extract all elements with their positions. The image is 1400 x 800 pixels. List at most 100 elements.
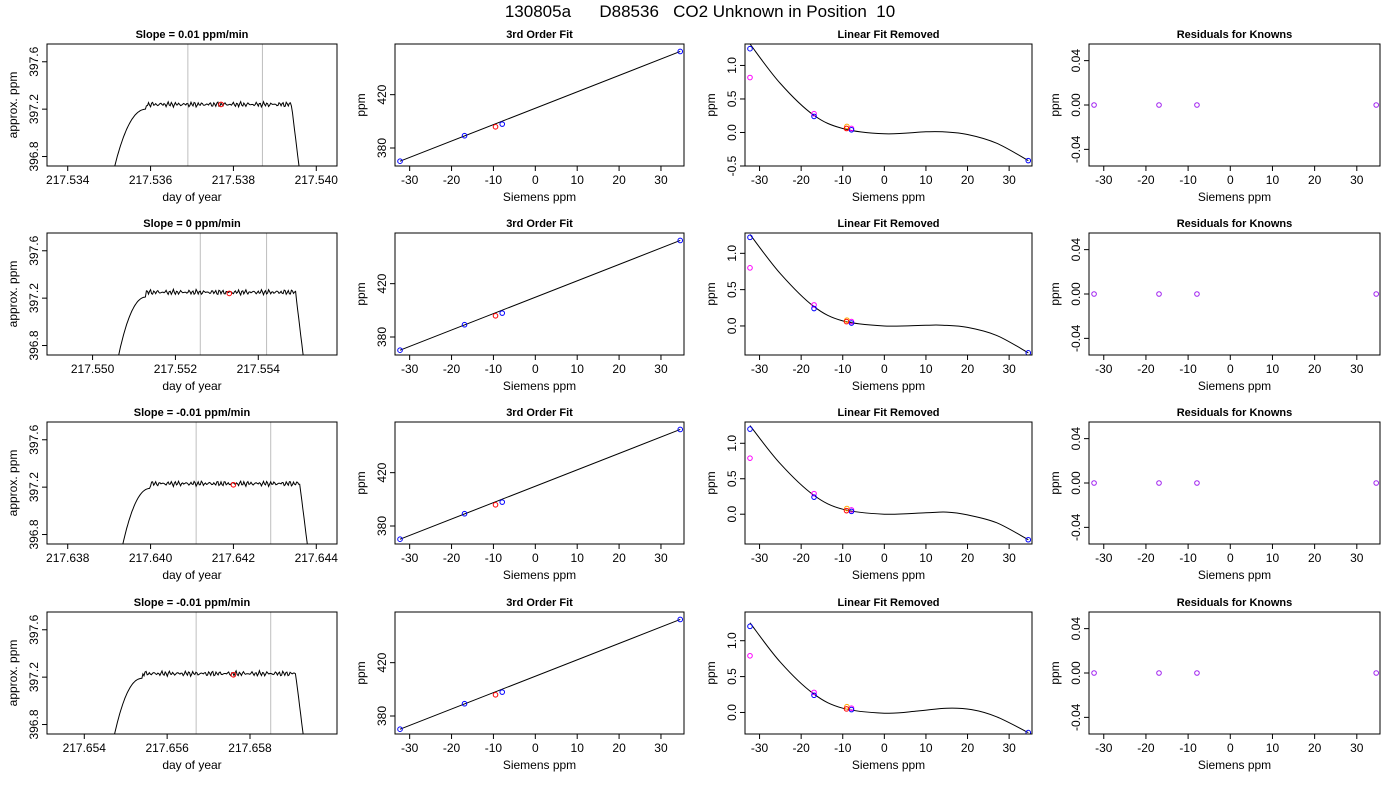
x-tick-label: -10 <box>485 741 503 755</box>
secondary-point <box>811 689 817 696</box>
y-tick-label: 0.0 <box>725 317 739 334</box>
x-tick-label: 0 <box>532 741 539 755</box>
x-tick-label: -30 <box>751 173 769 187</box>
unknown-point-alt <box>844 505 850 512</box>
residual-point <box>1091 670 1097 676</box>
panel-title: 3rd Order Fit <box>506 597 573 609</box>
unknown-point <box>492 313 499 319</box>
y-tick-label: -0.04 <box>1069 703 1083 731</box>
x-tick-label: -30 <box>1095 173 1113 187</box>
time-series-trace <box>114 669 304 734</box>
x-tick-label: -20 <box>792 741 810 755</box>
panel-title: Slope = -0.01 ppm/min <box>134 407 251 419</box>
y-axis-label: ppm <box>704 661 718 684</box>
x-tick-label: 20 <box>961 362 975 376</box>
y-tick-label: 397.6 <box>27 424 41 454</box>
x-axis-label: Siemens ppm <box>503 568 576 582</box>
x-tick-label: 10 <box>571 551 585 565</box>
x-tick-label: 30 <box>654 362 668 376</box>
y-tick-label: 380 <box>375 516 389 536</box>
x-tick-label: 0 <box>881 362 888 376</box>
x-tick-label: 20 <box>961 173 975 187</box>
panel-title: Residuals for Knowns <box>1177 597 1293 609</box>
x-tick-label: 217.656 <box>145 741 189 755</box>
x-axis-label: Siemens ppm <box>503 379 576 393</box>
y-tick-label: 420 <box>375 652 389 672</box>
known-point <box>461 132 468 139</box>
known-point <box>677 48 684 55</box>
y-tick-label: -0.04 <box>1069 513 1083 541</box>
plot-frame <box>1088 43 1381 167</box>
residual-point <box>1091 102 1097 108</box>
residual-point <box>1156 291 1162 297</box>
x-axis-label: Siemens ppm <box>1198 758 1271 772</box>
y-tick-label: 380 <box>375 706 389 726</box>
x-tick-label: 0 <box>532 362 539 376</box>
x-tick-label: 0 <box>1227 173 1234 187</box>
x-tick-label: -20 <box>443 173 461 187</box>
known-point <box>811 113 817 120</box>
plot-frame <box>744 611 1033 735</box>
x-tick-label: 20 <box>612 173 626 187</box>
y-tick-label: 0.00 <box>1069 282 1083 306</box>
residual-point <box>1373 670 1380 676</box>
known-point <box>499 689 506 695</box>
fit-line <box>399 240 681 351</box>
y-tick-label: 397.2 <box>27 283 41 313</box>
x-axis-label: Siemens ppm <box>1198 379 1271 393</box>
unknown-point <box>843 507 850 514</box>
x-tick-label: 20 <box>612 741 626 755</box>
known-point <box>461 510 468 517</box>
x-tick-label: 217.550 <box>71 362 115 376</box>
y-tick-label: 396.8 <box>27 141 41 171</box>
fit-line <box>399 429 681 540</box>
sample-marker <box>230 671 237 678</box>
y-tick-label: 420 <box>375 273 389 293</box>
y-tick-label: 397.2 <box>27 94 41 124</box>
x-tick-label: 217.658 <box>228 741 272 755</box>
panel-title: Slope = 0 ppm/min <box>143 218 241 230</box>
sample-marker <box>218 101 224 108</box>
x-axis-label: day of year <box>162 190 221 204</box>
x-tick-label: -30 <box>1095 551 1113 565</box>
x-tick-label: -30 <box>401 362 419 376</box>
secondary-point <box>747 652 753 659</box>
panel-residual-row-4: Residuals for Knowns -30 -20 -10 0 10 20 30 -0.0… <box>1048 597 1381 772</box>
x-tick-label: 0 <box>881 741 888 755</box>
plot-frame <box>46 421 338 545</box>
x-axis-label: Siemens ppm <box>503 190 576 204</box>
known-point <box>747 234 753 241</box>
y-axis-label: ppm <box>354 93 368 116</box>
y-tick-label: 0.0 <box>725 124 739 141</box>
x-tick-label: 10 <box>1266 173 1280 187</box>
x-tick-label: -20 <box>792 173 810 187</box>
x-axis-label: Siemens ppm <box>852 190 925 204</box>
x-tick-label: 30 <box>654 551 668 565</box>
plot-frame <box>744 43 1033 167</box>
panel-linear-row-2: Linear Fit Removed -30 -20 -10 0 10 20 30 0.0 0.5… <box>704 218 1033 393</box>
plot-frame <box>1088 232 1381 356</box>
residual-point <box>1373 102 1380 108</box>
known-point <box>747 45 753 52</box>
secondary-point <box>811 110 817 117</box>
y-axis-label: ppm <box>354 282 368 305</box>
x-tick-label: 30 <box>1002 362 1016 376</box>
known-point <box>747 623 753 630</box>
plot-area <box>747 44 1032 164</box>
y-tick-label: 396.8 <box>27 709 41 739</box>
cubic-fit-curve <box>749 234 1029 354</box>
panel-fit-row-4: 3rd Order Fit -30 -20 -10 0 10 20 30 380 420 Sieme… <box>354 597 685 772</box>
x-tick-label: 217.554 <box>237 362 281 376</box>
x-tick-label: 20 <box>612 551 626 565</box>
x-tick-label: -30 <box>751 362 769 376</box>
x-tick-label: 20 <box>1308 741 1322 755</box>
y-tick-label: 0.0 <box>725 704 739 721</box>
y-axis-label: ppm <box>704 282 718 305</box>
y-axis-label: approx. ppm <box>6 450 20 517</box>
panel-residual-row-2: Residuals for Knowns -30 -20 -10 0 10 20 30 -0.0… <box>1048 218 1381 393</box>
plot-area <box>747 622 1032 734</box>
x-tick-label: 0 <box>881 173 888 187</box>
fit-line <box>399 51 681 162</box>
x-tick-label: 30 <box>1002 173 1016 187</box>
